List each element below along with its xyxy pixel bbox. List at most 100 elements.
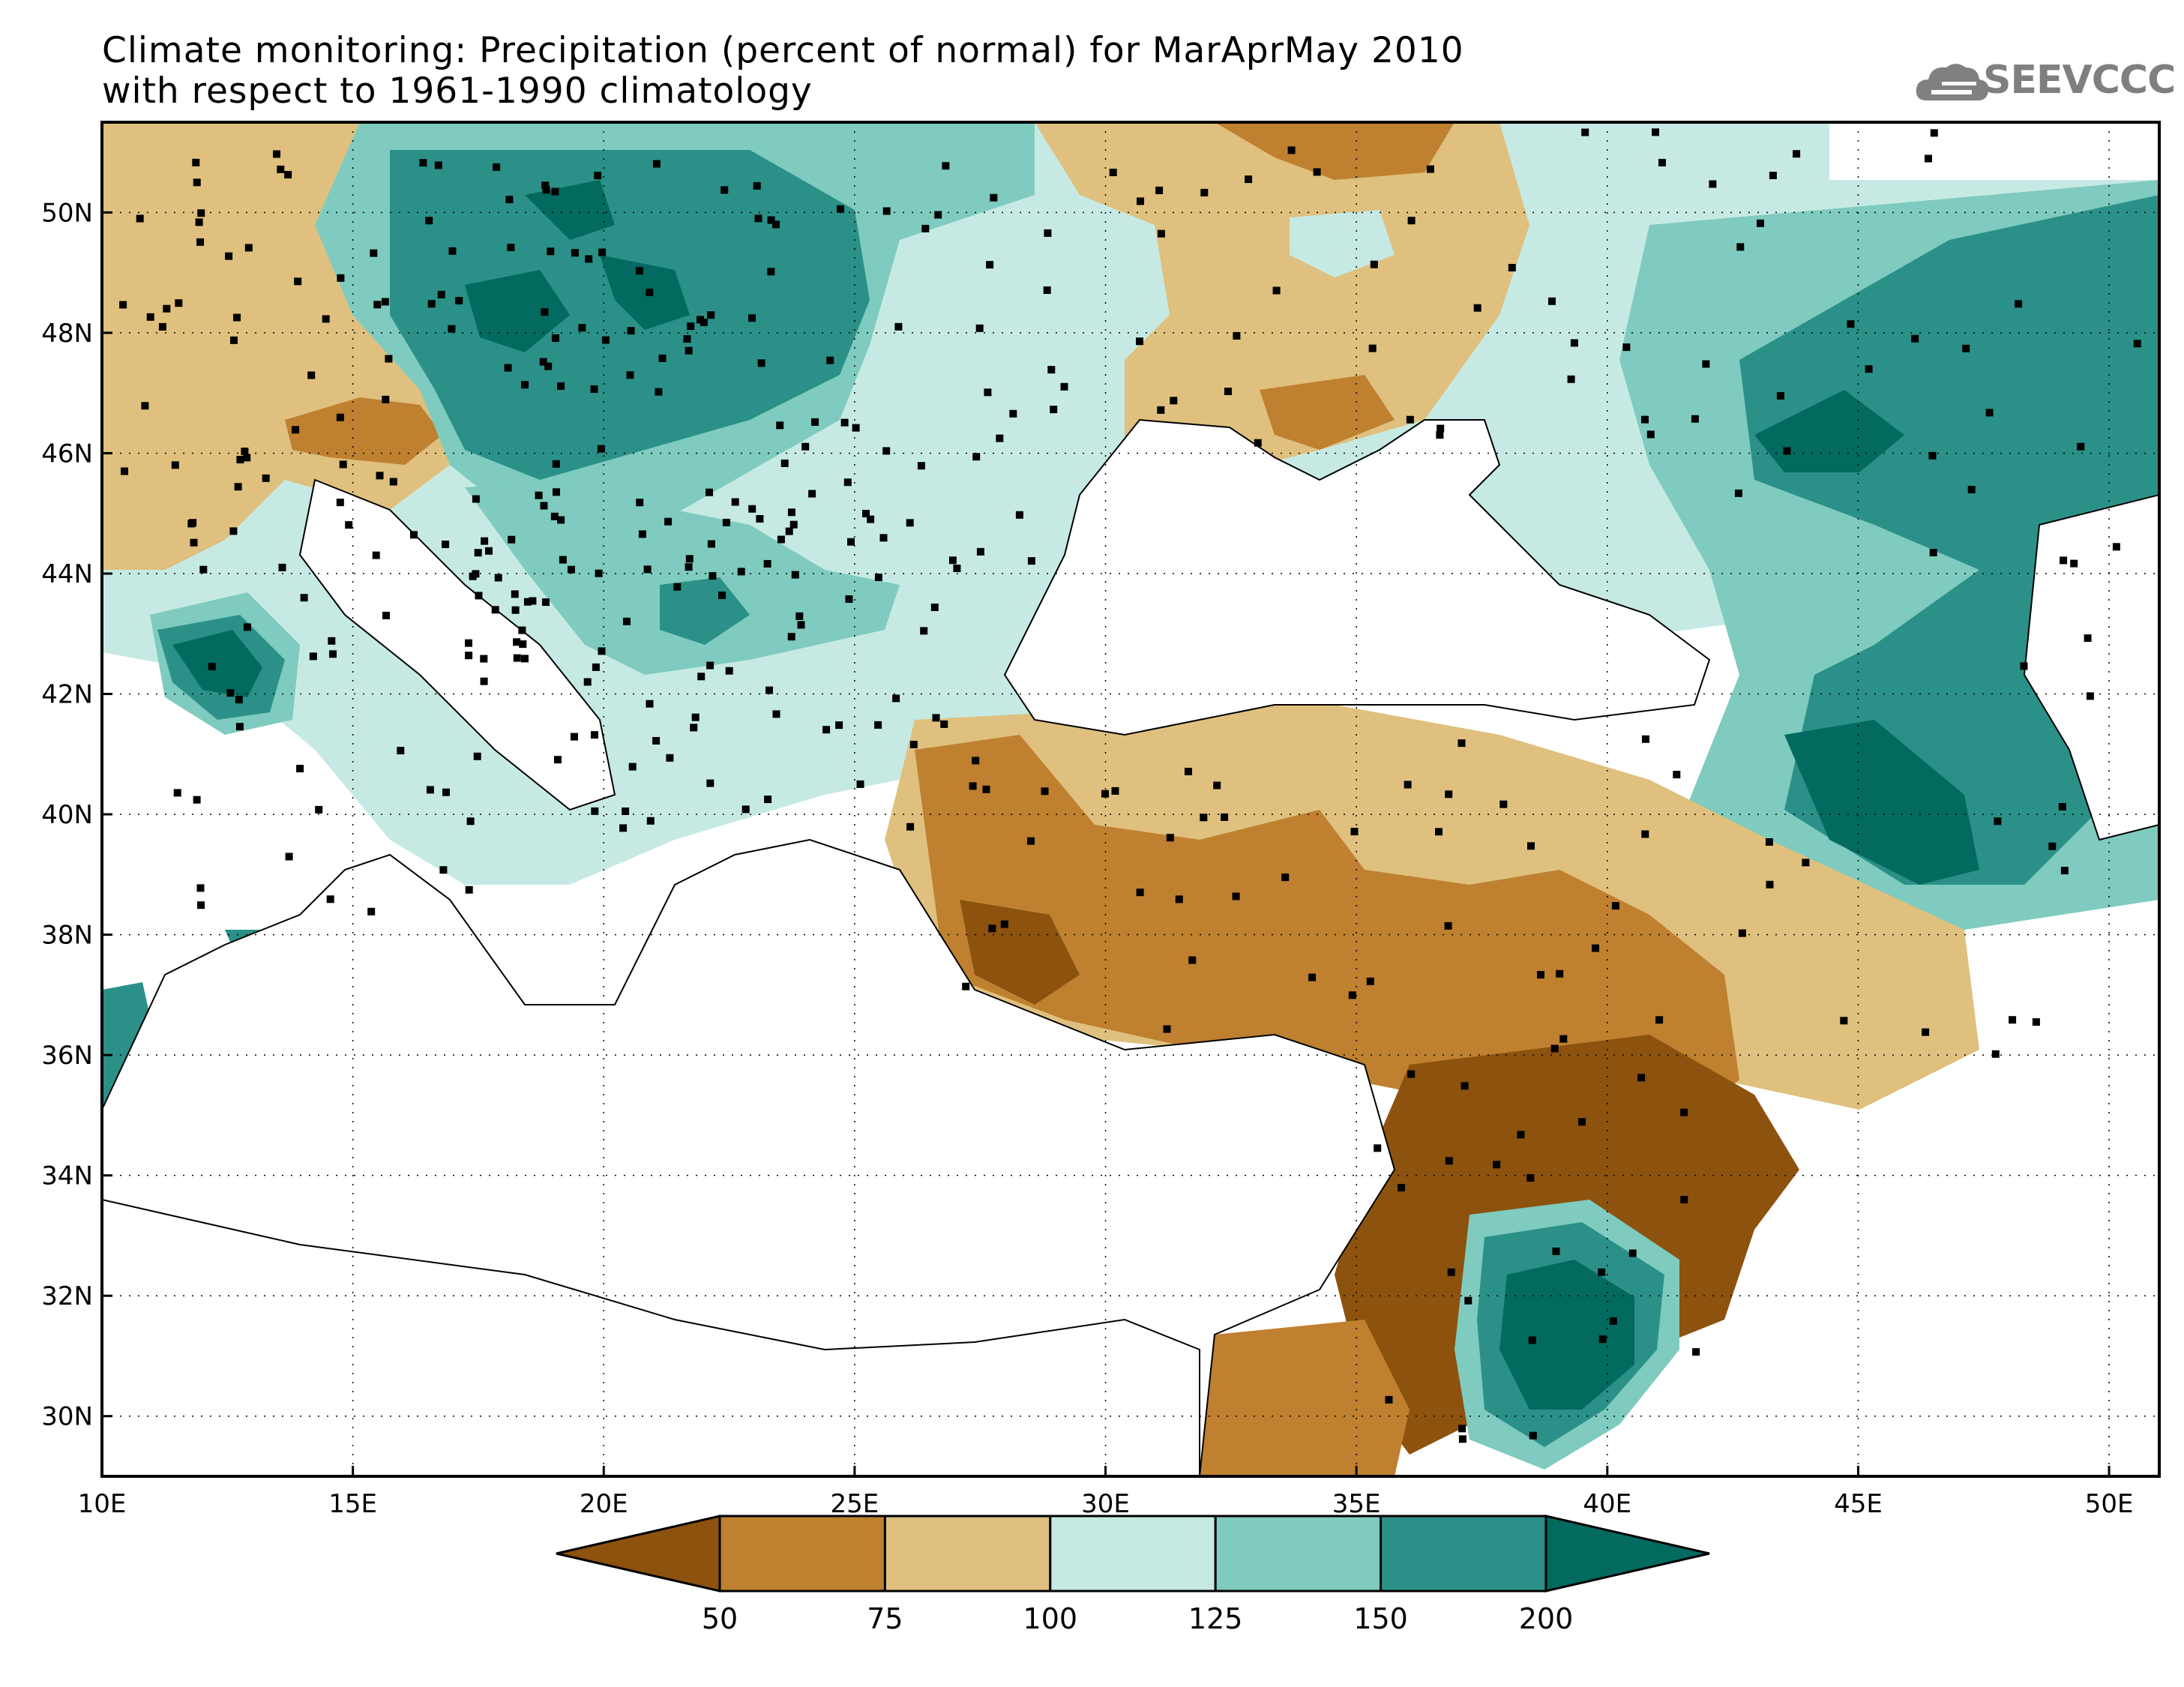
station-marker bbox=[1609, 1317, 1617, 1325]
station-marker bbox=[673, 583, 682, 591]
station-marker bbox=[119, 301, 127, 309]
station-marker bbox=[1041, 787, 1049, 796]
adriatic-sea bbox=[298, 478, 616, 811]
station-marker bbox=[230, 336, 238, 344]
station-marker bbox=[1027, 837, 1035, 845]
lon-tick-label: 35E bbox=[1332, 1489, 1381, 1519]
station-marker bbox=[505, 196, 514, 204]
station-marker bbox=[557, 516, 565, 524]
station-marker bbox=[146, 313, 154, 321]
region-50-75-sinai bbox=[1185, 1320, 1410, 1476]
station-marker bbox=[243, 623, 251, 631]
station-marker bbox=[1200, 188, 1209, 196]
station-marker bbox=[1673, 771, 1681, 779]
station-marker bbox=[1691, 415, 1699, 423]
region-50-75-ukraine bbox=[1215, 122, 1455, 450]
station-marker bbox=[1157, 406, 1165, 414]
station-marker bbox=[638, 530, 646, 538]
station-marker bbox=[1578, 1118, 1586, 1126]
station-marker bbox=[754, 214, 762, 223]
station-marker bbox=[226, 689, 235, 697]
station-marker bbox=[552, 460, 560, 468]
station-marker bbox=[1473, 304, 1481, 312]
region-125-150-balkans bbox=[465, 480, 900, 675]
station-marker bbox=[385, 355, 393, 363]
station-marker bbox=[1930, 129, 1938, 137]
station-marker bbox=[1611, 902, 1619, 910]
station-marker bbox=[469, 572, 477, 580]
station-marker bbox=[373, 301, 382, 309]
lat-tick-label: 42N bbox=[41, 680, 93, 710]
station-marker bbox=[1517, 1131, 1525, 1139]
station-marker bbox=[480, 677, 488, 685]
station-marker bbox=[541, 308, 549, 316]
colorbar-segment bbox=[883, 1515, 1052, 1593]
station-marker bbox=[1655, 1016, 1664, 1024]
station-marker bbox=[982, 785, 990, 793]
station-marker bbox=[1137, 197, 1144, 205]
station-marker bbox=[934, 211, 942, 219]
station-marker bbox=[521, 655, 529, 663]
station-marker bbox=[2112, 543, 2120, 551]
station-marker bbox=[1027, 557, 1035, 565]
station-marker bbox=[370, 249, 378, 257]
station-marker bbox=[1308, 973, 1317, 981]
region-over-200-jordan bbox=[1499, 1260, 1634, 1410]
station-marker bbox=[195, 218, 203, 226]
station-marker bbox=[190, 538, 198, 547]
station-marker bbox=[767, 268, 775, 276]
station-marker bbox=[1528, 1336, 1536, 1344]
station-marker bbox=[529, 597, 537, 605]
station-marker bbox=[906, 519, 914, 527]
station-marker bbox=[787, 633, 795, 641]
lon-tick-label: 30E bbox=[1081, 1489, 1130, 1519]
station-marker bbox=[163, 304, 171, 313]
region-100-125-ukraine-spot bbox=[1290, 210, 1395, 277]
station-marker bbox=[493, 163, 501, 171]
station-marker bbox=[1221, 813, 1229, 821]
station-marker bbox=[1598, 1335, 1607, 1344]
station-marker bbox=[193, 796, 201, 804]
station-marker bbox=[1426, 165, 1434, 173]
region-75-100-ukraine bbox=[1035, 122, 1529, 480]
station-marker bbox=[917, 462, 925, 470]
station-marker bbox=[718, 592, 726, 599]
station-marker bbox=[507, 244, 515, 251]
station-marker bbox=[984, 388, 992, 397]
station-marker bbox=[583, 678, 592, 686]
station-marker bbox=[683, 335, 691, 343]
station-marker bbox=[535, 491, 543, 499]
station-marker bbox=[808, 490, 816, 498]
station-marker bbox=[697, 316, 704, 324]
station-marker bbox=[578, 324, 586, 332]
station-marker bbox=[787, 508, 795, 517]
station-marker bbox=[1769, 172, 1777, 179]
station-marker bbox=[1185, 768, 1192, 775]
title-line-2: with respect to 1961-1990 climatology bbox=[102, 70, 813, 112]
station-marker bbox=[1157, 229, 1165, 238]
station-marker bbox=[1552, 1247, 1560, 1255]
station-marker bbox=[1272, 286, 1281, 295]
station-marker bbox=[835, 721, 843, 730]
lon-tick-label: 10E bbox=[78, 1489, 127, 1519]
station-marker bbox=[187, 520, 196, 528]
station-marker bbox=[309, 652, 317, 661]
station-marker bbox=[337, 274, 345, 282]
station-marker bbox=[986, 261, 994, 269]
region-over-200-central bbox=[465, 180, 690, 352]
station-marker bbox=[136, 214, 144, 223]
station-marker bbox=[882, 207, 891, 215]
colorbar-label: 150 bbox=[1353, 1602, 1408, 1635]
station-marker bbox=[2133, 340, 2141, 348]
station-marker bbox=[571, 249, 579, 257]
station-marker bbox=[840, 418, 849, 427]
station-marker bbox=[551, 334, 559, 342]
station-marker bbox=[1136, 337, 1143, 346]
station-marker bbox=[513, 638, 521, 646]
station-marker bbox=[1407, 217, 1416, 225]
station-marker bbox=[795, 612, 804, 620]
station-marker bbox=[1680, 1196, 1688, 1203]
colorbar-segment bbox=[556, 1515, 721, 1593]
station-marker bbox=[1598, 1268, 1606, 1276]
station-marker bbox=[725, 667, 733, 675]
